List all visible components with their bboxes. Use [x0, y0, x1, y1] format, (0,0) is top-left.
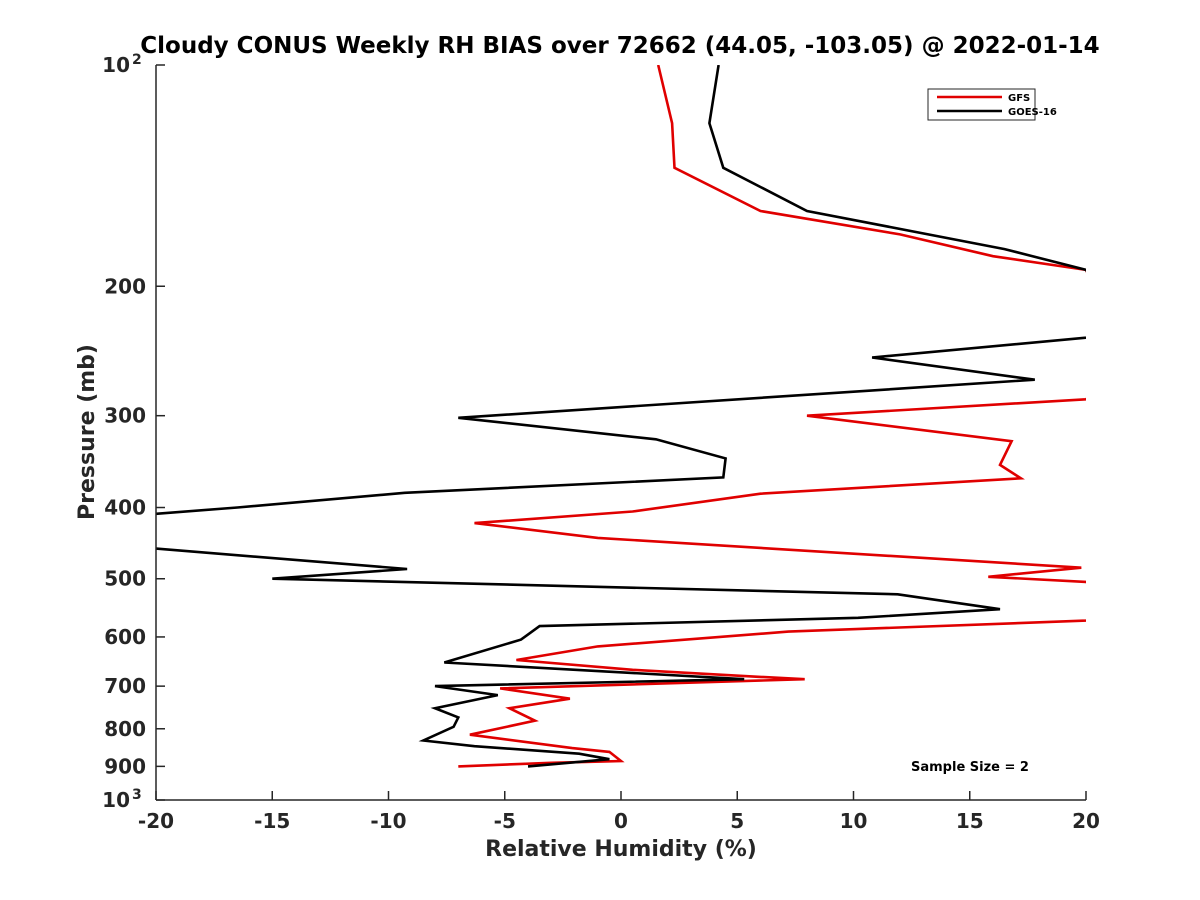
y-tick-label: 900 — [104, 754, 146, 778]
x-tick-label: 20 — [1072, 809, 1100, 833]
x-tick-label: -10 — [370, 809, 406, 833]
x-tick-label: 15 — [956, 809, 984, 833]
y-axis-label: Pressure (mb) — [75, 344, 100, 520]
y-tick-label: 300 — [104, 404, 146, 428]
x-tick-label: 0 — [614, 809, 628, 833]
x-tick-label: 10 — [840, 809, 868, 833]
x-ticks: -20 -15 -10 -5 0 5 10 15 20 — [138, 791, 1100, 833]
y-tick-label: 500 — [104, 567, 146, 591]
x-axis-label: Relative Humidity (%) — [485, 837, 757, 862]
y-tick-exponent: 2 — [132, 52, 142, 68]
legend-label-gfs: GFS — [1008, 93, 1030, 104]
x-tick-label: -5 — [494, 809, 516, 833]
x-tick-label: -15 — [254, 809, 290, 833]
y-tick-exponent: 3 — [132, 787, 142, 803]
y-tick-label: 200 — [104, 274, 146, 298]
y-tick-label: 600 — [104, 625, 146, 649]
legend-box — [927, 88, 1036, 121]
y-tick-label: 10 — [102, 53, 130, 77]
sample-size-annotation: Sample Size = 2 — [911, 760, 1029, 775]
x-tick-label: 5 — [730, 809, 744, 833]
y-tick-label: 800 — [104, 717, 146, 741]
series-layer — [156, 65, 1086, 768]
legend-label-goes16: GOES-16 — [1008, 107, 1057, 118]
series-line-0 — [458, 65, 1086, 768]
series-line-1 — [156, 65, 1086, 768]
y-tick-label: 700 — [104, 674, 146, 698]
y-tick-label: 10 — [102, 788, 130, 812]
legend: GFS GOES-16 — [927, 88, 1057, 121]
chart-title: Cloudy CONUS Weekly RH BIAS over 72662 (… — [140, 33, 1099, 59]
x-tick-label: -20 — [138, 809, 174, 833]
y-tick-label: 400 — [104, 496, 146, 520]
